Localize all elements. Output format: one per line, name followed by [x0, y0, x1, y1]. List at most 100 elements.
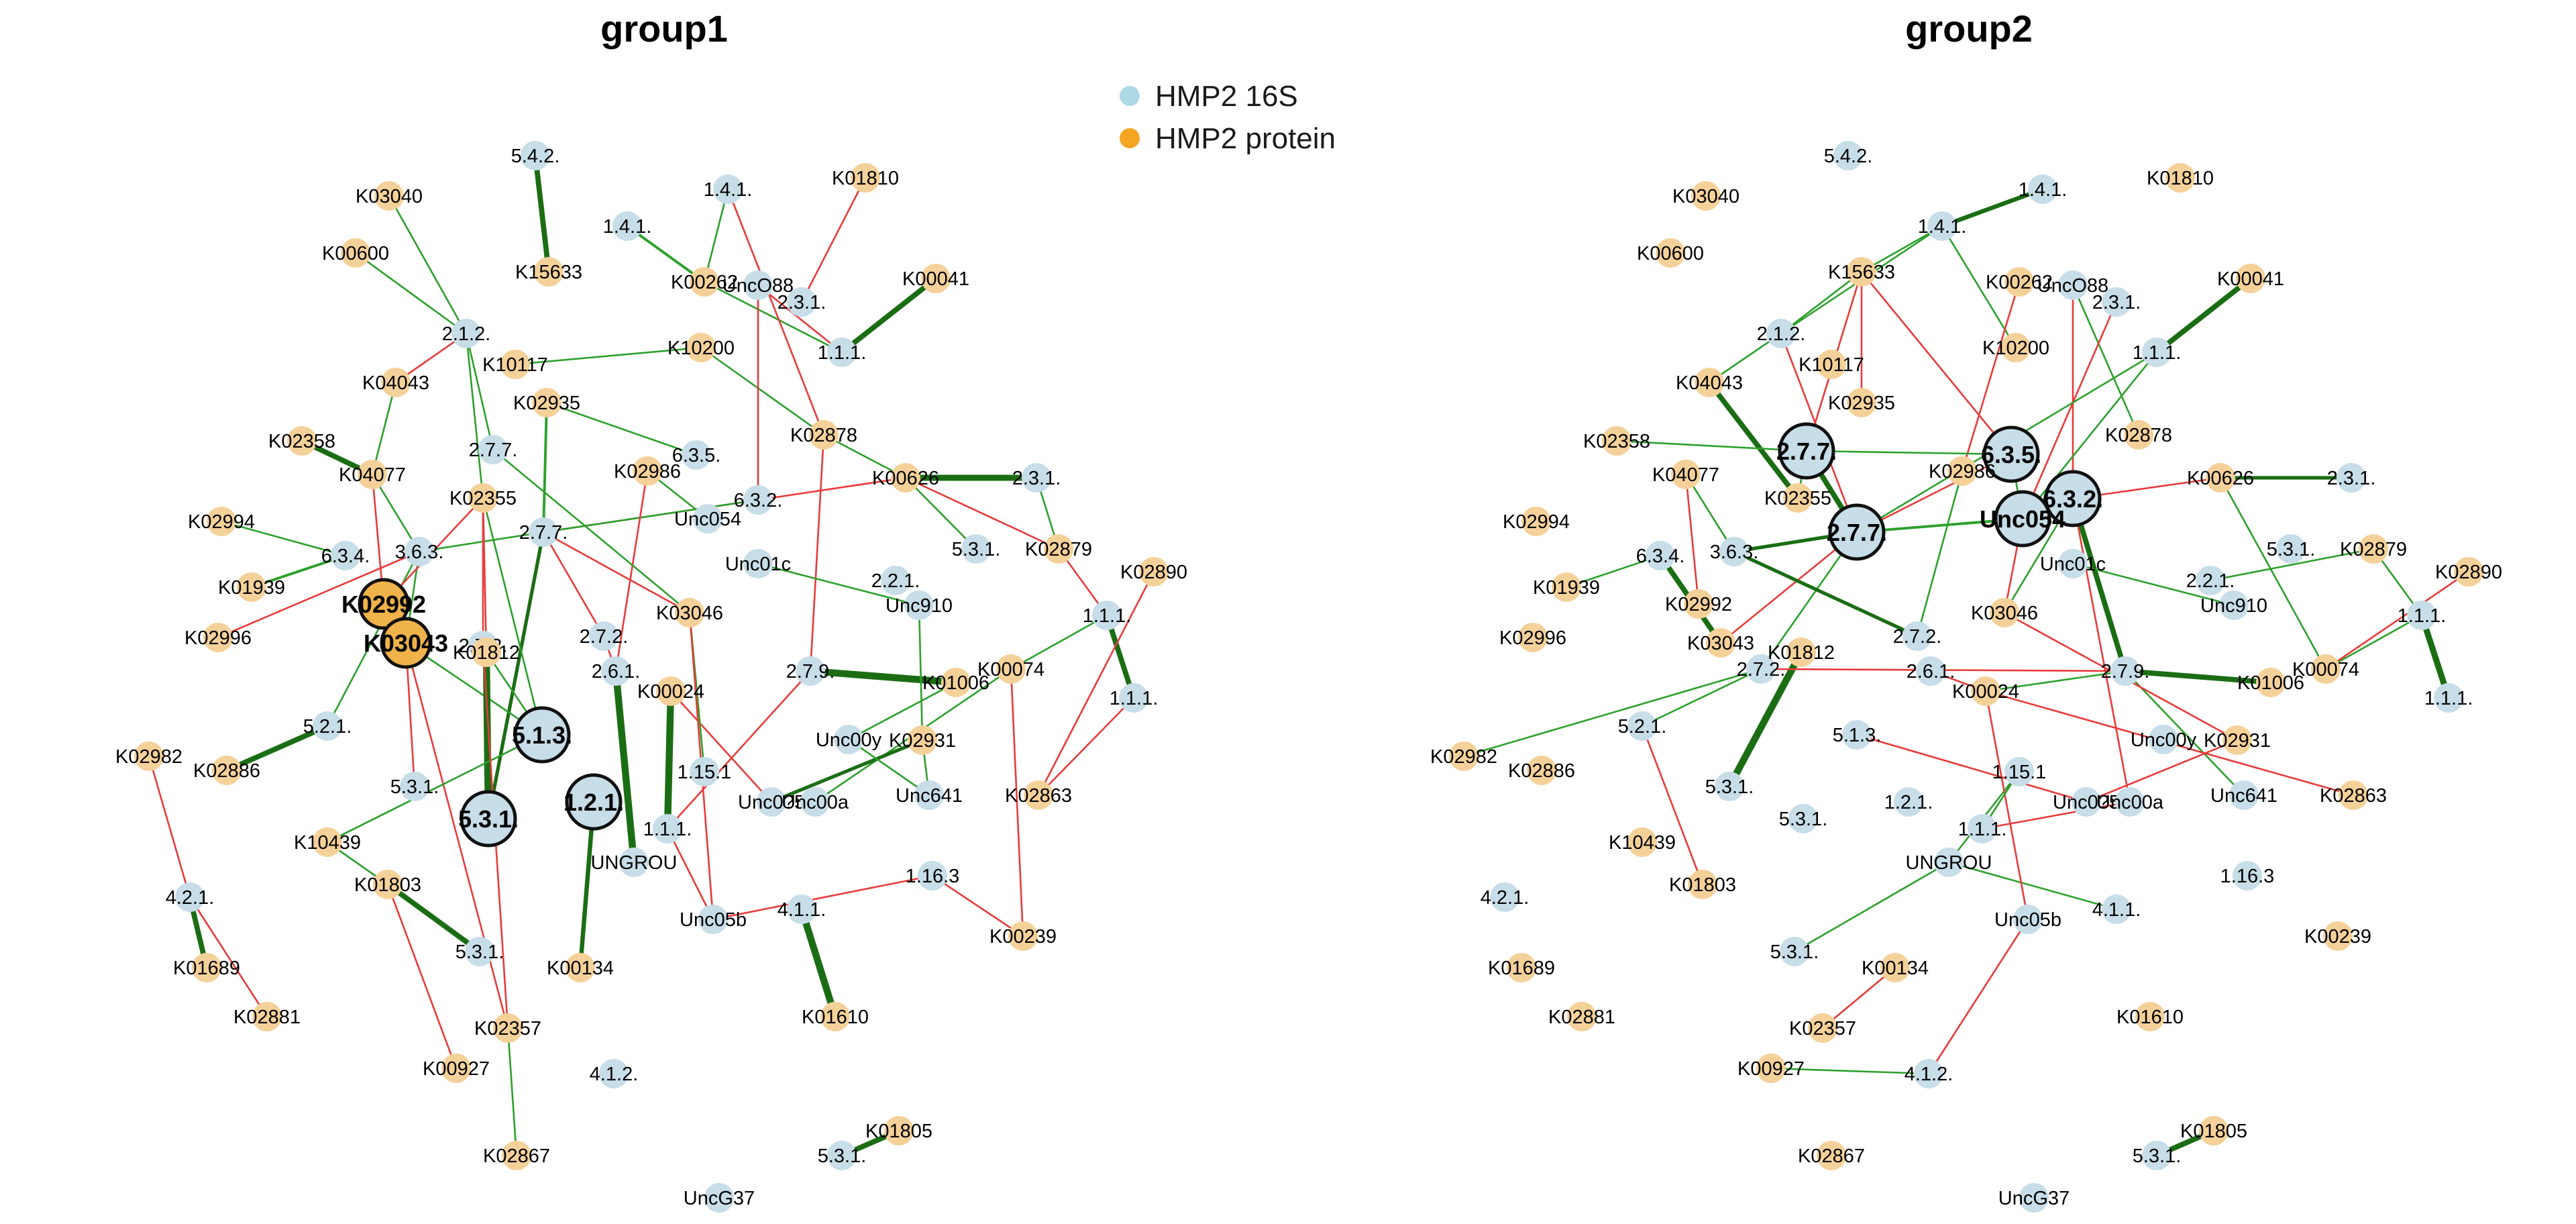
node-1-1-1: 1.1.1.	[2133, 338, 2181, 367]
node-label-k01805: K01805	[2180, 1121, 2247, 1142]
node-circle-2-7-7	[1778, 422, 1835, 480]
node-label-1-4-1: 1.4.1.	[2019, 179, 2068, 201]
positive-edge-2-1-2-k02355	[465, 333, 484, 499]
node-k01939: K01939	[1533, 572, 1600, 602]
node-label-5-2-1: 5.2.1.	[1618, 716, 1667, 737]
node-circle-4-1-2	[1914, 1059, 1943, 1088]
positive-edge-k04043-k02355	[1707, 380, 1801, 500]
node-2-7-7: 2.7.7.	[1776, 422, 1837, 480]
node-k02867: K02867	[1798, 1141, 1865, 1170]
node-circle-1-4-1	[612, 211, 642, 241]
node-circle-unc641	[2229, 780, 2259, 810]
node-label-k10439: K10439	[294, 832, 361, 854]
node-circle-k00626	[2206, 463, 2235, 493]
node-k02935: K02935	[1828, 388, 1895, 417]
positive-edge-k04077-3-6-3	[371, 474, 421, 552]
node-2-6-1: 2.6.1.	[1907, 656, 1955, 686]
node-1-15-1: 1.15.1	[678, 757, 732, 786]
node-circle-k00239	[2323, 921, 2353, 951]
positive-edge-k02935-6-3-5	[546, 401, 697, 456]
node-k02890: K02890	[2435, 557, 2502, 586]
node-label-k02986: K02986	[614, 461, 681, 482]
node-k02357: K02357	[1789, 1013, 1856, 1043]
node-label-k00074: K00074	[977, 659, 1044, 680]
positive-edge-1-4-1-b-k00262	[626, 225, 706, 283]
node-label-k00262: K00262	[671, 272, 738, 293]
node-label-5-3-1: 5.3.1.	[458, 805, 519, 833]
node-unc05b: Unc05b	[1994, 905, 2061, 934]
node-k02355: K02355	[449, 483, 517, 513]
node-label-k02878: K02878	[2105, 425, 2172, 446]
positive-edge-k03040-2-1-2	[388, 195, 468, 334]
node-label-k00927: K00927	[423, 1058, 490, 1080]
node-k02358: K02358	[268, 426, 335, 456]
node-circle-unc00y	[834, 725, 863, 754]
node-circle-k10117	[1817, 350, 1846, 379]
node-circle-2-7-2	[1902, 621, 1932, 651]
positive-edge-k02935-2-7-7-b	[542, 402, 548, 533]
node-label-k02890: K02890	[1120, 562, 1187, 583]
node-circle-k02879	[1044, 534, 1073, 564]
node-circle-k01805	[2199, 1116, 2229, 1145]
node-label-k01810: K01810	[832, 168, 899, 189]
node-unco88: UncO88	[2037, 270, 2108, 300]
node-label-k02931: K02931	[889, 730, 956, 752]
node-k03046: K03046	[656, 598, 723, 627]
node-circle-k00626	[891, 463, 920, 493]
node-1-4-1: 1.4.1.	[603, 211, 651, 241]
legend-label-protein: HMP2 protein	[1155, 122, 1336, 155]
node-circle-k01006	[941, 668, 971, 697]
node-label-2-6-1: 2.6.1.	[1907, 661, 1955, 682]
node-label-4-1-2: 4.1.2.	[1904, 1064, 1953, 1085]
node-label-1-15-1: 1.15.1	[678, 762, 732, 783]
node-label-k10439: K10439	[1609, 832, 1676, 854]
positive-edge-unc01c-unc910	[757, 562, 920, 607]
legend-swatch-protein	[1120, 128, 1140, 148]
node-circle-1-4-1	[1927, 211, 1957, 241]
node-1-15-1: 1.15.1	[1992, 757, 2046, 786]
node-k02890: K02890	[1120, 557, 1187, 586]
node-label-k02994: K02994	[1503, 511, 1570, 533]
node-5-3-1: 5.3.1.	[1705, 772, 1754, 801]
node-k00262: K00262	[1986, 267, 2053, 297]
node-2-7-9: 2.7.9.	[2101, 656, 2149, 686]
node-circle-unc910	[2219, 591, 2249, 620]
node-circle-k02867	[1817, 1141, 1846, 1170]
node-label-k01689: K01689	[173, 958, 240, 979]
positive-edge-k00600-2-1-2	[355, 252, 467, 335]
node-2-2-1: 2.2.1.	[871, 566, 920, 595]
node-ungrou: UNGROU	[591, 848, 677, 877]
negative-edge-k02890-k00074	[2325, 570, 2469, 670]
negative-edge-k02982-4-2-1	[148, 756, 191, 898]
node-1-1-1: 1.1.1.	[1958, 814, 2006, 844]
positive-edge-k04077-3-6-3	[1684, 474, 1735, 552]
node-5-2-1: 5.2.1.	[1618, 711, 1667, 741]
node-label-unc0-5: Unc0?5	[738, 792, 805, 813]
positive-edge-6-3-4-k01939	[251, 554, 346, 589]
node-circle-k01610	[2135, 1002, 2165, 1031]
node-label-k00041: K00041	[2217, 268, 2284, 290]
node-label-4-1-1: 4.1.1.	[777, 899, 826, 921]
node-k02992: K02992	[1665, 589, 1732, 619]
positive-edge-1-1-1-a-k00041	[2155, 276, 2253, 355]
node-2-2-1: 2.2.1.	[2186, 566, 2235, 595]
node-5-3-1: 5.3.1.	[2267, 534, 2315, 564]
node-label-k01689: K01689	[1488, 958, 1555, 979]
node-k03043: K03043	[1687, 628, 1754, 658]
node-label-1-1-1: 1.1.1.	[643, 819, 692, 840]
node-label-k01810: K01810	[2147, 168, 2214, 189]
node-circle-6-3-4	[1646, 541, 1675, 570]
node-circle-k10439	[1627, 827, 1657, 857]
node-circle-k04043	[381, 368, 411, 397]
node-k02996: K02996	[184, 623, 252, 652]
positive-edge-1-4-1-b-k10200	[1941, 225, 2017, 348]
node-circle-k03043	[1706, 628, 1735, 658]
positive-edge-2-7-9-k01006	[2125, 668, 2271, 685]
node-4-1-1: 4.1.1.	[777, 895, 826, 924]
node-label-k00239: K00239	[2304, 926, 2371, 948]
node-circle-1-2-1	[565, 773, 623, 831]
node-label-1-4-1: 1.4.1.	[704, 179, 753, 201]
node-label-2-7-2: 2.7.2.	[1737, 659, 1786, 680]
node-unc00y: Unc00y	[816, 725, 882, 754]
node-k00927: K00927	[1737, 1054, 1805, 1083]
